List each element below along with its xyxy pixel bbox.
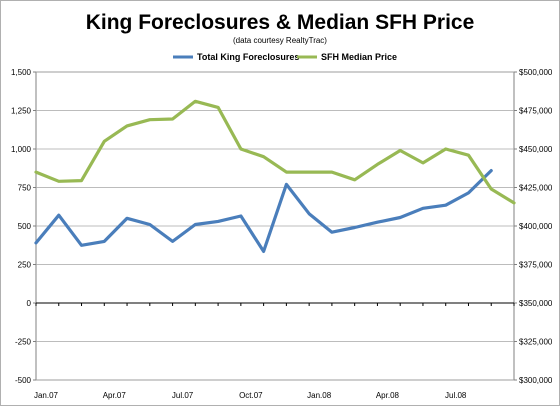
right-tick-label: $475,000 [519,107,553,116]
right-tick-label: $425,000 [519,184,553,193]
left-tick-label: 250 [18,261,32,270]
chart-title: King Foreclosures & Median SFH Price [86,11,475,34]
x-tick-label: Jan.07 [34,391,59,400]
left-tick-label: -500 [15,376,32,385]
left-tick-label: 1,250 [11,107,32,116]
legend: Total King Foreclosures SFH Median Price [173,52,397,62]
left-axis: -500 -250 0 250 500 750 1,000 1,250 1,500 [11,68,36,385]
left-tick-label: 1,000 [11,145,32,154]
legend-label-foreclosures: Total King Foreclosures [197,52,299,62]
right-tick-label: $500,000 [519,68,553,77]
right-tick-label: $325,000 [519,338,553,347]
left-tick-label: 0 [27,299,32,308]
right-tick-label: $450,000 [519,145,553,154]
series-lines [34,99,516,253]
legend-label-median-price: SFH Median Price [321,52,397,62]
right-tick-label: $400,000 [519,222,553,231]
left-tick-label: 500 [18,222,32,231]
x-tick-label: Apr.07 [103,391,127,400]
chart-subtitle: (data courtesy RealtyTrac) [233,36,327,45]
right-tick-label: $350,000 [519,299,553,308]
series-line-foreclosures [34,169,493,253]
series-line-median-price [34,99,516,205]
x-tick-label: Jul.07 [172,391,194,400]
gridlines [36,71,514,381]
right-tick-label: $300,000 [519,376,553,385]
x-tick-label: Apr.08 [376,391,400,400]
left-tick-label: -250 [15,338,32,347]
x-tick-label: Jul.08 [445,391,467,400]
right-tick-label: $375,000 [519,261,553,270]
x-axis: Jan.07 Apr.07 Jul.07 Oct.07 Jan.08 Apr.08 Jul.… [34,303,515,400]
x-tick-label: Oct.07 [239,391,263,400]
left-tick-label: 1,500 [11,68,32,77]
left-tick-label: 750 [18,184,32,193]
x-tick-label: Jan.08 [307,391,332,400]
right-axis: $300,000 $325,000 $350,000 $375,000 $400,000… [514,68,553,385]
